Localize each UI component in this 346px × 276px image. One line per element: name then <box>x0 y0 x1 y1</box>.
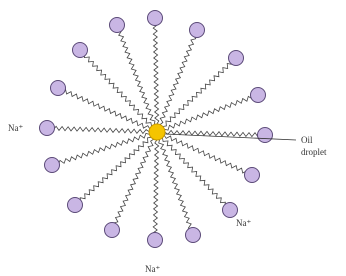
pointer-line <box>165 134 296 140</box>
micelle-diagram: Na⁺ Na⁺ Na⁺ Oil droplet <box>0 0 346 276</box>
page: Na⁺ Na⁺ Na⁺ Oil droplet (() => { const d… <box>0 0 346 276</box>
sodium-label: Na⁺ <box>236 218 251 228</box>
hydrocarbon-chain <box>113 139 154 223</box>
polar-head <box>186 228 201 243</box>
sodium-label: Na⁺ <box>8 123 23 133</box>
hydrocarbon-chain <box>61 89 149 129</box>
sodium-label: Na⁺ <box>145 264 160 274</box>
hydrocarbon-chain <box>117 30 155 125</box>
polar-head <box>251 88 266 103</box>
polar-head <box>40 121 55 136</box>
polar-head <box>110 18 125 33</box>
polar-head <box>223 203 238 218</box>
polar-head <box>73 43 88 58</box>
hydrocarbon-chain <box>53 126 149 133</box>
oil-droplet <box>149 124 165 140</box>
hydrocarbon-chain <box>153 140 159 236</box>
polar-head <box>148 233 163 248</box>
oil-label: Oil <box>301 135 313 145</box>
polar-head <box>245 168 260 183</box>
polar-head <box>68 198 83 213</box>
polar-head <box>258 128 273 143</box>
oil-label: droplet <box>301 147 327 157</box>
hydrocarbon-chain <box>58 133 149 165</box>
polar-head <box>190 23 205 38</box>
polar-head <box>45 158 60 173</box>
polar-head <box>148 11 163 26</box>
polar-head <box>105 223 120 238</box>
hydrocarbon-chain <box>153 22 159 124</box>
hydrocarbon-chain <box>160 34 196 124</box>
polar-head <box>229 51 244 66</box>
polar-head <box>51 81 66 96</box>
